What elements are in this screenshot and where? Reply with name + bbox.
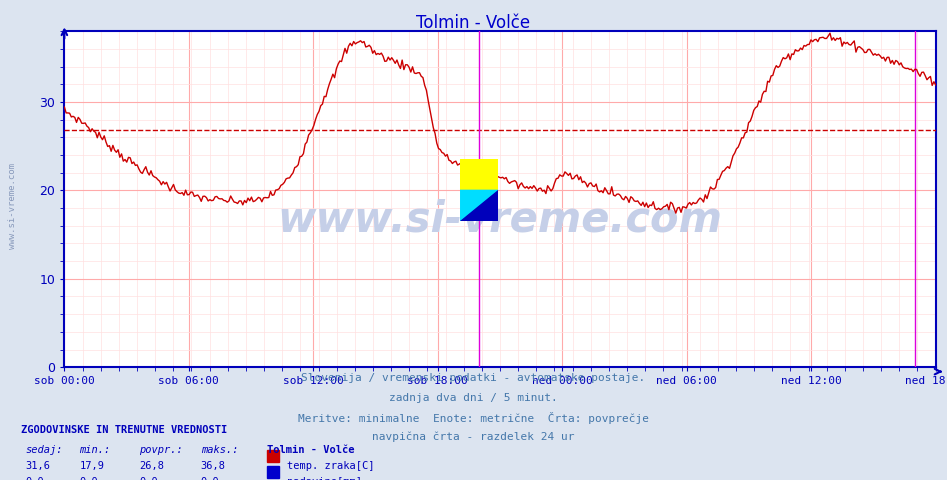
Text: 0,0: 0,0 (26, 477, 45, 480)
Text: 26,8: 26,8 (139, 461, 164, 471)
Text: Tolmin - Volče: Tolmin - Volče (267, 445, 354, 456)
Text: Slovenija / vremenski podatki - avtomatske postaje.: Slovenija / vremenski podatki - avtomats… (301, 373, 646, 384)
Text: www.si-vreme.com: www.si-vreme.com (8, 163, 17, 250)
Text: povpr.:: povpr.: (139, 445, 183, 456)
Text: sedaj:: sedaj: (26, 445, 63, 456)
Polygon shape (460, 191, 498, 221)
Polygon shape (460, 191, 498, 221)
Text: 0,0: 0,0 (139, 477, 158, 480)
Text: padavine[mm]: padavine[mm] (287, 477, 362, 480)
Text: 36,8: 36,8 (201, 461, 225, 471)
Text: min.:: min.: (80, 445, 111, 456)
Text: 17,9: 17,9 (80, 461, 104, 471)
Text: 0,0: 0,0 (80, 477, 98, 480)
Polygon shape (460, 159, 498, 191)
Text: temp. zraka[C]: temp. zraka[C] (287, 461, 374, 471)
Text: Tolmin - Volče: Tolmin - Volče (417, 14, 530, 33)
Text: Meritve: minimalne  Enote: metrične  Črta: povprečje: Meritve: minimalne Enote: metrične Črta:… (298, 412, 649, 424)
Text: zadnja dva dni / 5 minut.: zadnja dva dni / 5 minut. (389, 393, 558, 403)
Text: maks.:: maks.: (201, 445, 239, 456)
Text: navpična črta - razdelek 24 ur: navpična črta - razdelek 24 ur (372, 431, 575, 442)
Text: ZGODOVINSKE IN TRENUTNE VREDNOSTI: ZGODOVINSKE IN TRENUTNE VREDNOSTI (21, 425, 227, 435)
Text: 0,0: 0,0 (201, 477, 220, 480)
Text: www.si-vreme.com: www.si-vreme.com (277, 198, 723, 240)
Text: 31,6: 31,6 (26, 461, 50, 471)
